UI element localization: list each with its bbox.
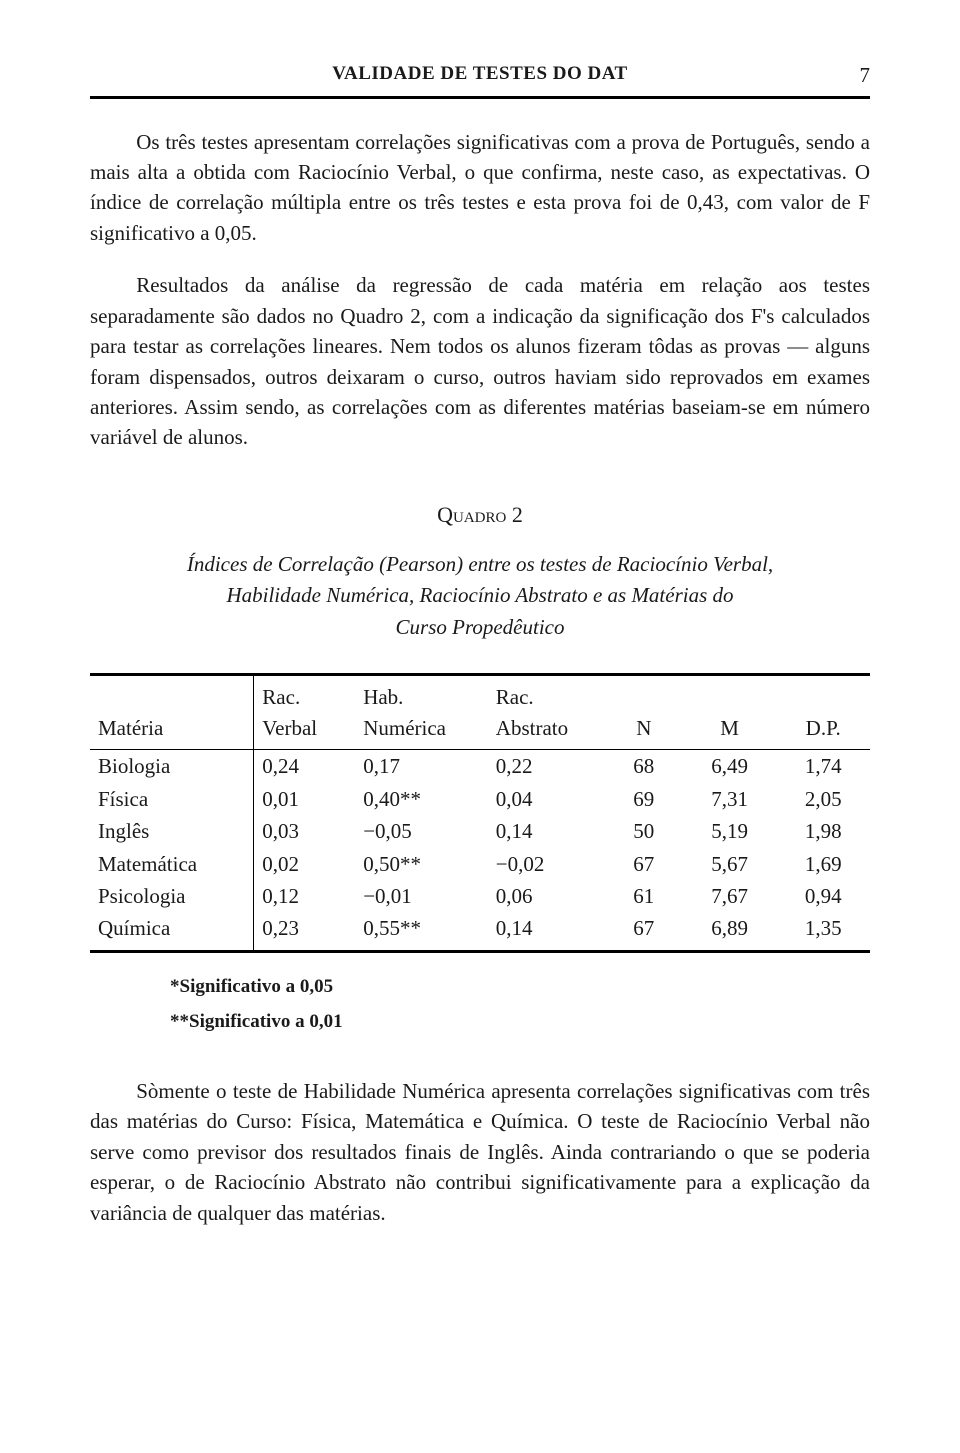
cell-rv: 0,01 bbox=[254, 783, 355, 815]
cell-m: 7,67 bbox=[683, 880, 777, 912]
cell-ra: 0,04 bbox=[488, 783, 605, 815]
cell-ra: −0,02 bbox=[488, 848, 605, 880]
cell-rv: 0,02 bbox=[254, 848, 355, 880]
col-rac-verbal-l2: Verbal bbox=[262, 716, 317, 740]
cell-n: 68 bbox=[605, 750, 683, 783]
cell-hn: 0,17 bbox=[355, 750, 488, 783]
table-footnotes: *Significativo a 0,05 **Significativo a … bbox=[170, 973, 870, 1036]
page-number: 7 bbox=[860, 60, 871, 90]
cell-dp: 1,69 bbox=[776, 848, 870, 880]
cell-m: 5,67 bbox=[683, 848, 777, 880]
col-hab-numerica-l2: Numérica bbox=[363, 716, 446, 740]
cell-materia: Biologia bbox=[90, 750, 254, 783]
quadro-caption-line3: Curso Propedêutico bbox=[396, 615, 565, 639]
col-rac-abstrato-l2: Abstrato bbox=[496, 716, 568, 740]
cell-ra: 0,14 bbox=[488, 912, 605, 951]
footnote-sig05: *Significativo a 0,05 bbox=[170, 973, 870, 1001]
table-row: Psicologia 0,12 −0,01 0,06 61 7,67 0,94 bbox=[90, 880, 870, 912]
paragraph-1: Os três testes apresentam correlações si… bbox=[90, 127, 870, 249]
page: VALIDADE DE TESTES DO DAT 7 Os três test… bbox=[0, 0, 960, 1330]
running-title: VALIDADE DE TESTES DO DAT bbox=[332, 60, 627, 88]
cell-rv: 0,03 bbox=[254, 815, 355, 847]
cell-rv: 0,24 bbox=[254, 750, 355, 783]
col-rac-verbal: Rac. Verbal bbox=[254, 675, 355, 750]
paragraph-3: Sòmente o teste de Habilidade Numérica a… bbox=[90, 1076, 870, 1228]
cell-materia: Psicologia bbox=[90, 880, 254, 912]
col-materia: Matéria bbox=[90, 675, 254, 750]
cell-m: 7,31 bbox=[683, 783, 777, 815]
cell-dp: 0,94 bbox=[776, 880, 870, 912]
cell-n: 61 bbox=[605, 880, 683, 912]
cell-n: 69 bbox=[605, 783, 683, 815]
cell-materia: Matemática bbox=[90, 848, 254, 880]
cell-dp: 2,05 bbox=[776, 783, 870, 815]
header-rule bbox=[90, 96, 870, 99]
col-dp: D.P. bbox=[776, 675, 870, 750]
quadro-caption: Índices de Correlação (Pearson) entre os… bbox=[130, 549, 830, 644]
cell-m: 6,49 bbox=[683, 750, 777, 783]
header-row: VALIDADE DE TESTES DO DAT 7 bbox=[90, 60, 870, 88]
cell-ra: 0,22 bbox=[488, 750, 605, 783]
quadro-caption-line1: Índices de Correlação (Pearson) entre os… bbox=[187, 552, 773, 576]
cell-materia: Química bbox=[90, 912, 254, 951]
correlation-table: Matéria Rac. Verbal Hab. Numérica Rac. A… bbox=[90, 673, 870, 953]
table-row: Matemática 0,02 0,50** −0,02 67 5,67 1,6… bbox=[90, 848, 870, 880]
quadro-label: Quadro 2 bbox=[90, 499, 870, 531]
col-rac-verbal-l1: Rac. bbox=[262, 685, 300, 709]
col-hab-numerica-l1: Hab. bbox=[363, 685, 403, 709]
table-header-row: Matéria Rac. Verbal Hab. Numérica Rac. A… bbox=[90, 675, 870, 750]
cell-dp: 1,35 bbox=[776, 912, 870, 951]
cell-ra: 0,06 bbox=[488, 880, 605, 912]
cell-rv: 0,23 bbox=[254, 912, 355, 951]
cell-materia: Física bbox=[90, 783, 254, 815]
cell-hn: −0,05 bbox=[355, 815, 488, 847]
cell-hn: −0,01 bbox=[355, 880, 488, 912]
col-rac-abstrato: Rac. Abstrato bbox=[488, 675, 605, 750]
col-rac-abstrato-l1: Rac. bbox=[496, 685, 534, 709]
col-m: M bbox=[683, 675, 777, 750]
footnote-sig01: **Significativo a 0,01 bbox=[170, 1008, 870, 1036]
col-n: N bbox=[605, 675, 683, 750]
table-row: Inglês 0,03 −0,05 0,14 50 5,19 1,98 bbox=[90, 815, 870, 847]
cell-hn: 0,40** bbox=[355, 783, 488, 815]
col-hab-numerica: Hab. Numérica bbox=[355, 675, 488, 750]
table-row: Biologia 0,24 0,17 0,22 68 6,49 1,74 bbox=[90, 750, 870, 783]
cell-materia: Inglês bbox=[90, 815, 254, 847]
cell-m: 5,19 bbox=[683, 815, 777, 847]
cell-m: 6,89 bbox=[683, 912, 777, 951]
cell-dp: 1,98 bbox=[776, 815, 870, 847]
cell-rv: 0,12 bbox=[254, 880, 355, 912]
cell-n: 67 bbox=[605, 848, 683, 880]
cell-hn: 0,55** bbox=[355, 912, 488, 951]
cell-n: 67 bbox=[605, 912, 683, 951]
cell-hn: 0,50** bbox=[355, 848, 488, 880]
quadro-caption-line2: Habilidade Numérica, Raciocínio Abstrato… bbox=[226, 583, 733, 607]
table-row: Física 0,01 0,40** 0,04 69 7,31 2,05 bbox=[90, 783, 870, 815]
cell-n: 50 bbox=[605, 815, 683, 847]
paragraph-2: Resultados da análise da regressão de ca… bbox=[90, 270, 870, 453]
cell-dp: 1,74 bbox=[776, 750, 870, 783]
table-row: Química 0,23 0,55** 0,14 67 6,89 1,35 bbox=[90, 912, 870, 951]
cell-ra: 0,14 bbox=[488, 815, 605, 847]
